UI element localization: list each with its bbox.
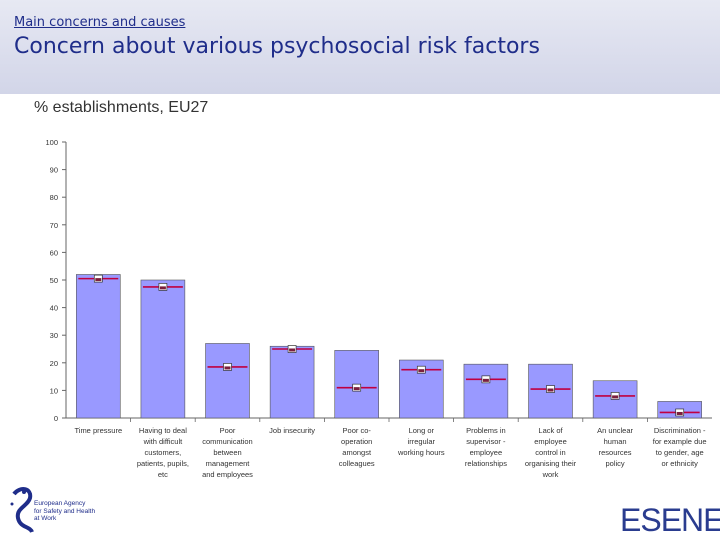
y-tick-label: 40 bbox=[50, 304, 58, 313]
x-tick-label: resources bbox=[599, 448, 632, 457]
x-tick-label: customers, bbox=[145, 448, 182, 457]
x-tick-label: Time pressure bbox=[74, 426, 122, 435]
x-tick-label: organising their bbox=[525, 459, 577, 468]
chart-title: % establishments, EU27 bbox=[34, 99, 209, 116]
x-tick-label: between bbox=[213, 448, 241, 457]
marker-fill bbox=[418, 369, 425, 373]
y-tick-label: 0 bbox=[54, 414, 58, 423]
x-tick-label: Lack of bbox=[538, 426, 563, 435]
x-tick-label: to gender, age bbox=[656, 448, 704, 457]
x-tick-label: and employees bbox=[202, 470, 253, 479]
section-link[interactable]: Main concerns and causes bbox=[14, 15, 186, 30]
y-tick-label: 30 bbox=[50, 331, 58, 340]
marker-fill bbox=[482, 378, 489, 382]
y-tick-label: 80 bbox=[50, 193, 58, 202]
marker-fill bbox=[547, 388, 554, 392]
y-tick-label: 10 bbox=[50, 386, 58, 395]
marker-fill bbox=[224, 366, 231, 370]
y-tick-label: 60 bbox=[50, 248, 58, 257]
x-tick-label: work bbox=[542, 470, 559, 479]
x-tick-label: relationships bbox=[465, 459, 507, 468]
y-tick-label: 50 bbox=[50, 276, 58, 285]
bar bbox=[76, 274, 121, 419]
y-tick-label: 90 bbox=[50, 166, 58, 175]
x-tick-label: Problems in bbox=[466, 426, 506, 435]
x-tick-label: employee bbox=[534, 437, 567, 446]
eu-osha-logo-text: European Agency for Safety and Health at… bbox=[34, 500, 96, 522]
x-tick-label: Having to deal bbox=[139, 426, 187, 435]
bar bbox=[205, 343, 250, 419]
x-tick-label: Long or bbox=[409, 426, 435, 435]
x-tick-label: etc bbox=[158, 470, 168, 479]
marker-fill bbox=[95, 278, 102, 282]
x-tick-label: or ethnicity bbox=[662, 459, 699, 468]
y-tick-label: 100 bbox=[45, 138, 58, 147]
bar bbox=[269, 345, 315, 419]
x-tick-label: An unclear bbox=[597, 426, 633, 435]
x-tick-label: patients, pupils, bbox=[137, 459, 189, 468]
x-tick-label: management bbox=[206, 459, 251, 468]
bar bbox=[140, 279, 186, 419]
x-tick-label: working hours bbox=[397, 448, 445, 457]
slide-header: Main concerns and causes Concern about v… bbox=[0, 0, 720, 94]
page-title: Concern about various psychosocial risk … bbox=[14, 34, 540, 59]
x-tick-label: irregular bbox=[408, 437, 436, 446]
x-tick-label: Job insecurity bbox=[269, 426, 315, 435]
x-tick-label: employee bbox=[470, 448, 503, 457]
x-tick-label: Poor co- bbox=[343, 426, 372, 435]
x-tick-label: Poor bbox=[220, 426, 236, 435]
x-tick-label: operation bbox=[341, 437, 372, 446]
x-tick-label: amongst bbox=[342, 448, 372, 457]
x-tick-label: for example due bbox=[653, 437, 707, 446]
marker-fill bbox=[289, 348, 296, 352]
x-tick-label: policy bbox=[606, 459, 625, 468]
esener-logo: ESENER bbox=[620, 502, 720, 538]
marker-fill bbox=[159, 286, 166, 290]
x-tick-label: Discrimination - bbox=[654, 426, 706, 435]
y-tick-label: 70 bbox=[50, 221, 58, 230]
bar bbox=[463, 363, 509, 419]
x-tick-label: communication bbox=[202, 437, 252, 446]
x-tick-label: with difficult bbox=[143, 437, 184, 446]
eu-osha-logo-icon bbox=[10, 487, 34, 533]
x-tick-label: colleagues bbox=[339, 459, 375, 468]
marker-fill bbox=[612, 395, 619, 399]
x-tick-label: control in bbox=[535, 448, 565, 457]
marker-fill bbox=[676, 411, 683, 415]
y-tick-label: 20 bbox=[50, 359, 58, 368]
x-tick-label: supervisor - bbox=[466, 437, 506, 446]
marker-fill bbox=[353, 387, 360, 391]
x-tick-label: human bbox=[604, 437, 627, 446]
